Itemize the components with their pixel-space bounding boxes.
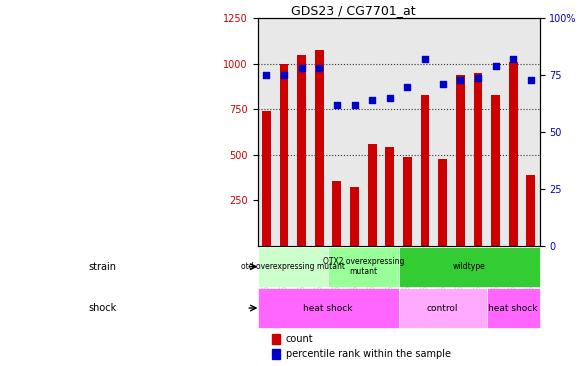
Point — [350, 102, 359, 108]
Bar — [279, 64, 288, 246]
Text: otd overexpressing mutant: otd overexpressing mutant — [241, 262, 345, 271]
Point — [438, 81, 447, 87]
Text: heat shock: heat shock — [303, 303, 353, 313]
Point — [456, 77, 465, 83]
Bar — [272, 348, 280, 359]
Point — [403, 84, 412, 90]
Text: percentile rank within the sample: percentile rank within the sample — [286, 348, 451, 359]
Text: control: control — [427, 303, 458, 313]
Point — [297, 66, 306, 71]
Bar — [332, 181, 341, 246]
Bar — [350, 187, 359, 246]
Point — [421, 56, 430, 62]
FancyBboxPatch shape — [399, 247, 540, 287]
Point — [261, 72, 271, 78]
Bar — [509, 62, 518, 246]
Text: OTX2 overexpressing
mutant: OTX2 overexpressing mutant — [322, 257, 404, 276]
FancyBboxPatch shape — [328, 247, 399, 287]
Bar — [491, 95, 500, 246]
Point — [474, 75, 483, 81]
Bar — [315, 50, 324, 246]
Point — [332, 102, 342, 108]
Bar — [526, 175, 535, 246]
Point — [279, 72, 289, 78]
Point — [368, 97, 377, 103]
Point — [491, 63, 500, 69]
Bar — [297, 55, 306, 246]
Text: strain: strain — [88, 262, 117, 272]
Bar — [262, 111, 271, 246]
Text: count: count — [286, 334, 313, 344]
FancyBboxPatch shape — [399, 288, 487, 328]
Bar — [421, 95, 429, 246]
Text: GDS23 / CG7701_at: GDS23 / CG7701_at — [292, 4, 416, 17]
Bar — [456, 75, 465, 246]
Bar — [438, 160, 447, 246]
Point — [385, 95, 394, 101]
Bar — [474, 73, 482, 246]
FancyBboxPatch shape — [257, 288, 399, 328]
Text: heat shock: heat shock — [489, 303, 538, 313]
Bar — [368, 144, 376, 246]
Text: wildtype: wildtype — [453, 262, 486, 271]
FancyBboxPatch shape — [257, 247, 328, 287]
Point — [508, 56, 518, 62]
Bar — [385, 147, 394, 246]
Text: shock: shock — [88, 303, 117, 313]
Point — [526, 77, 536, 83]
Bar — [272, 334, 280, 344]
Bar — [403, 157, 412, 246]
Point — [314, 66, 324, 71]
FancyBboxPatch shape — [487, 288, 540, 328]
